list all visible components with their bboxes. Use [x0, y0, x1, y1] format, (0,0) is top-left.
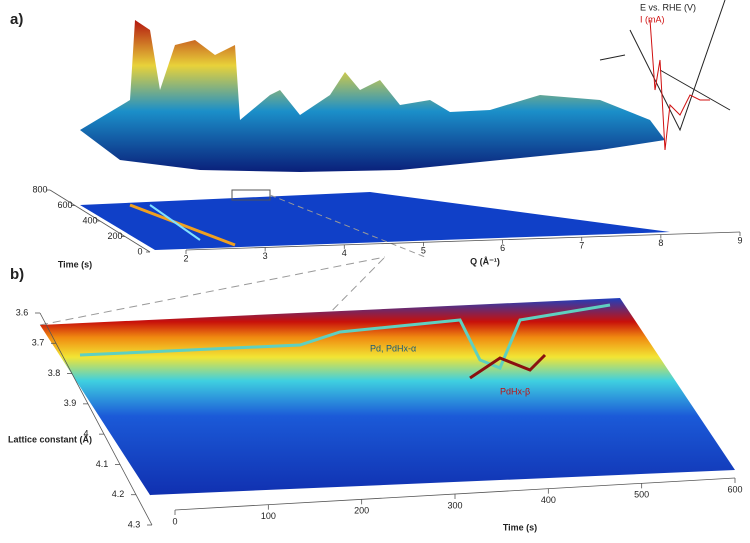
- surface-a: [80, 20, 665, 172]
- y-axis: [39, 312, 153, 526]
- x-tick-label: 6: [500, 243, 505, 253]
- y-tick-label: 3.9: [64, 398, 77, 408]
- y-tick-label: 3.7: [32, 338, 45, 348]
- x-tick-label: 2: [183, 253, 188, 263]
- inset-legend: E vs. RHE (V): [640, 2, 696, 12]
- annotation: PdHx-β: [500, 386, 530, 396]
- x-tick-label: 8: [658, 238, 663, 248]
- y-tick-label: 600: [57, 200, 72, 210]
- x-tick-label: 100: [261, 511, 276, 521]
- y-tick-label: 200: [107, 231, 122, 241]
- y-axis-label: Lattice constant (Å): [8, 434, 92, 444]
- y-tick-label: 0: [137, 246, 142, 256]
- y-tick-label: 4.2: [112, 489, 125, 499]
- heatmap-a: [80, 192, 670, 250]
- panel-label: a): [10, 11, 23, 28]
- annotation: Pd, PdHx-α: [370, 343, 416, 353]
- x-tick-label: 500: [634, 490, 649, 500]
- y-tick-label: 4.1: [96, 459, 109, 469]
- zoom-line: [269, 194, 426, 258]
- inset-legend: I (mA): [640, 14, 665, 24]
- x-tick-label: 400: [541, 495, 556, 505]
- inset-lines: [599, 0, 731, 132]
- x-axis-label: Time (s): [503, 522, 537, 532]
- y-tick-label: 4.3: [128, 519, 141, 529]
- y-tick-label: 3.8: [48, 368, 61, 378]
- x-tick-label: 9: [737, 235, 742, 245]
- y-axis-label: Time (s): [58, 259, 92, 269]
- x-tick-label: 300: [447, 500, 462, 510]
- x-tick-label: 3: [263, 251, 268, 261]
- x-tick-label: 5: [421, 246, 426, 256]
- panel-label: b): [10, 266, 24, 283]
- x-axis-label: Q (Å⁻¹): [470, 256, 500, 266]
- x-tick-label: 200: [354, 506, 369, 516]
- fit-beta: [469, 353, 547, 380]
- heat-streak: [149, 204, 201, 241]
- y-tick-label: 800: [32, 184, 47, 194]
- heat-streak: [129, 203, 236, 247]
- inset-current: [649, 19, 710, 151]
- x-tick-label: 7: [579, 241, 584, 251]
- x-tick-label: 4: [342, 248, 347, 258]
- fit-alpha: [79, 303, 611, 370]
- y-tick-label: 4: [83, 429, 88, 439]
- surface-b: [40, 298, 735, 495]
- x-tick-label: 600: [727, 484, 742, 494]
- x-tick-label: 0: [172, 516, 177, 526]
- y-tick-label: 3.6: [16, 307, 29, 317]
- x-axis: [185, 231, 741, 251]
- y-tick-label: 400: [82, 215, 97, 225]
